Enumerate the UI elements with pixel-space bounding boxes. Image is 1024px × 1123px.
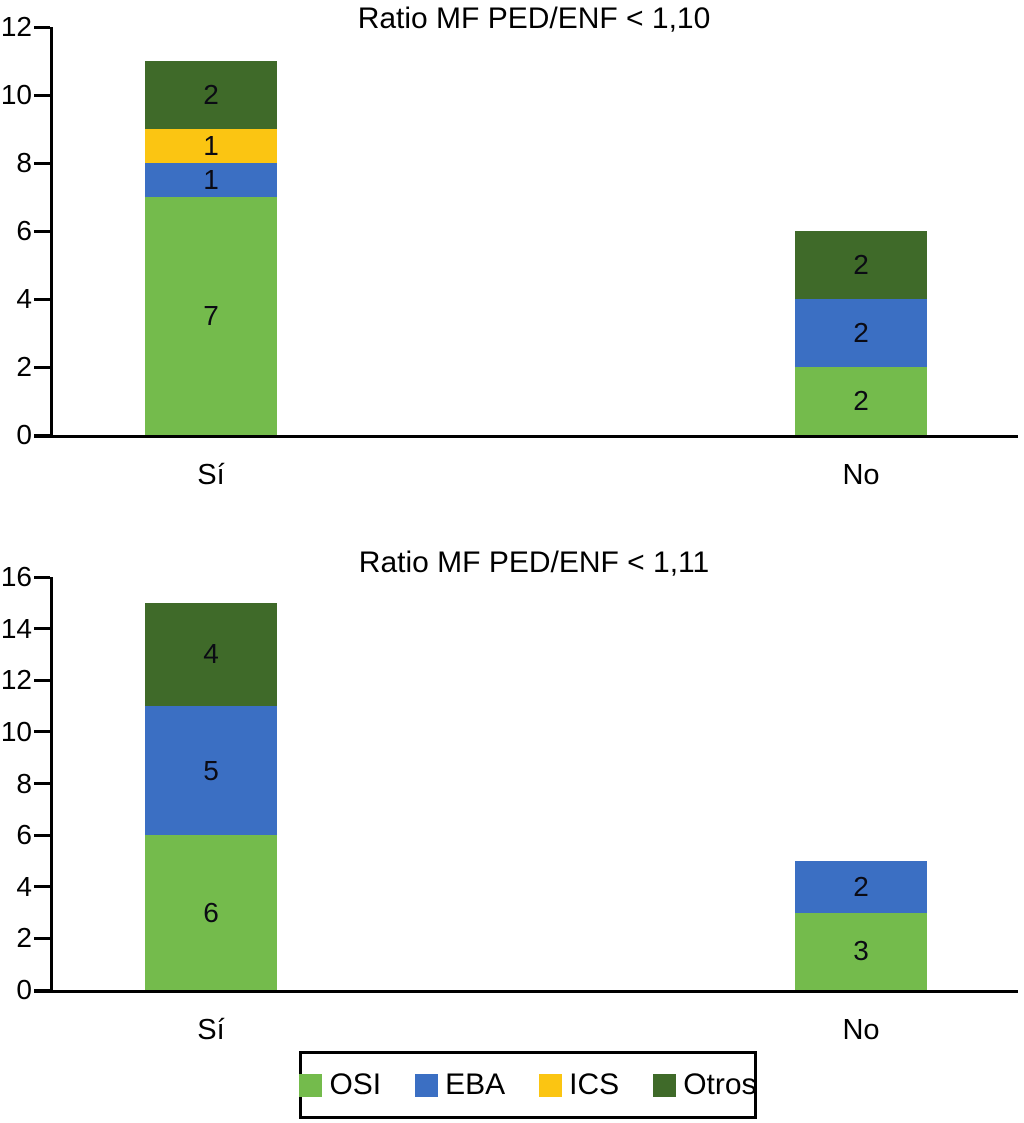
chart-ratio-1-10: Ratio MF PED/ENF < 1,10 0 2 4 6 8 10 12 7 1 1 2 Sí 2… (0, 0, 1024, 500)
legend-swatch-icon (299, 1073, 323, 1097)
x-category-label-sí: Sí (197, 1014, 225, 1046)
y-tick-label: 6 (16, 215, 32, 246)
bar-segment-ics-sí: 1 (145, 129, 277, 163)
y-axis-line (50, 27, 53, 435)
segment-value-label: 3 (853, 935, 869, 967)
y-tick (34, 93, 50, 97)
x-category-label-sí: Sí (197, 459, 225, 491)
segment-value-label: 2 (203, 79, 219, 110)
legend-item-osi: OSI (299, 1068, 381, 1102)
legend: OSI EBA ICS Otros (299, 1051, 757, 1119)
bar-segment-osi-no: 2 (795, 367, 927, 435)
y-tick (34, 833, 50, 837)
y-tick (34, 365, 50, 369)
bar-segment-eba-no: 2 (795, 860, 927, 913)
segment-value-label: 2 (853, 249, 869, 280)
legend-item-eba: EBA (415, 1068, 505, 1102)
y-tick (34, 297, 50, 301)
y-tick (34, 730, 50, 734)
segment-value-label: 7 (203, 300, 219, 331)
y-tick (34, 433, 50, 437)
y-tick (34, 627, 50, 631)
y-tick (34, 988, 50, 992)
segment-value-label: 4 (203, 638, 219, 670)
legend-label: OSI (329, 1068, 382, 1101)
legend-label: EBA (445, 1068, 506, 1101)
chart-title: Ratio MF PED/ENF < 1,10 (357, 2, 711, 35)
bar-segment-osi-sí: 7 (145, 197, 277, 435)
chart-ratio-1-11: Ratio MF PED/ENF < 1,11 0 2 4 6 8 10 12 14 16 6 5 4… (0, 537, 1024, 1046)
y-axis-line (50, 577, 53, 990)
y-tick-label: 0 (16, 974, 32, 1005)
x-category-label-no: No (842, 459, 880, 491)
y-tick (34, 25, 50, 29)
y-tick-label: 10 (0, 79, 32, 110)
segment-value-label: 1 (203, 130, 219, 161)
y-tick-label: 4 (16, 283, 32, 314)
segment-value-label: 1 (203, 164, 219, 195)
bar-segment-eba-no: 2 (795, 299, 927, 367)
x-axis-line (34, 990, 1018, 993)
legend-item-otros: Otros (653, 1068, 757, 1102)
y-tick-label: 2 (16, 922, 32, 954)
y-tick-label: 14 (0, 612, 32, 644)
legend-swatch-icon (415, 1073, 439, 1097)
segment-value-label: 5 (203, 754, 219, 786)
y-tick (34, 782, 50, 785)
legend-label: ICS (569, 1068, 620, 1101)
bar-segment-eba-sí: 5 (145, 706, 277, 836)
bar-segment-eba-sí: 1 (145, 163, 277, 197)
segment-value-label: 2 (853, 385, 869, 416)
y-tick-label: 8 (16, 147, 32, 178)
plot-area: 0 2 4 6 8 10 12 7 1 1 2 Sí 2 2 2 No (1, 11, 1018, 491)
legend-label: Otros (683, 1068, 757, 1101)
segment-value-label: 6 (203, 896, 219, 928)
y-tick (34, 885, 50, 889)
bar-segment-otros-no: 2 (795, 231, 927, 299)
y-tick-label: 16 (0, 561, 32, 592)
legend-swatch-icon (653, 1073, 677, 1097)
y-tick-label: 10 (0, 715, 32, 747)
y-tick-label: 12 (0, 11, 32, 42)
plot-area: 0 2 4 6 8 10 12 14 16 6 5 4 Sí 3 2 No (1, 561, 1018, 1046)
bar-segment-otros-sí: 4 (145, 602, 277, 707)
y-tick-label: 12 (0, 664, 32, 696)
y-tick-label: 8 (16, 767, 32, 799)
y-tick-label: 6 (16, 819, 32, 851)
chart-title: Ratio MF PED/ENF < 1,11 (358, 546, 710, 579)
y-tick-label: 2 (16, 351, 32, 382)
x-axis-line (34, 435, 1018, 438)
y-tick (34, 936, 50, 940)
segment-value-label: 2 (853, 870, 869, 902)
y-tick-label: 4 (16, 870, 32, 902)
legend-swatch-icon (539, 1073, 563, 1097)
legend-item-ics: ICS (539, 1068, 619, 1102)
segment-value-label: 2 (853, 317, 869, 348)
bar-segment-osi-sí: 6 (145, 835, 277, 990)
y-tick (34, 575, 50, 579)
bar-segment-otros-sí: 2 (145, 61, 277, 129)
y-tick (34, 161, 50, 165)
bar-segment-osi-no: 3 (795, 912, 927, 990)
y-tick (34, 678, 50, 682)
y-tick-label: 0 (16, 419, 32, 450)
x-category-label-no: No (842, 1014, 880, 1046)
y-tick (34, 229, 50, 233)
